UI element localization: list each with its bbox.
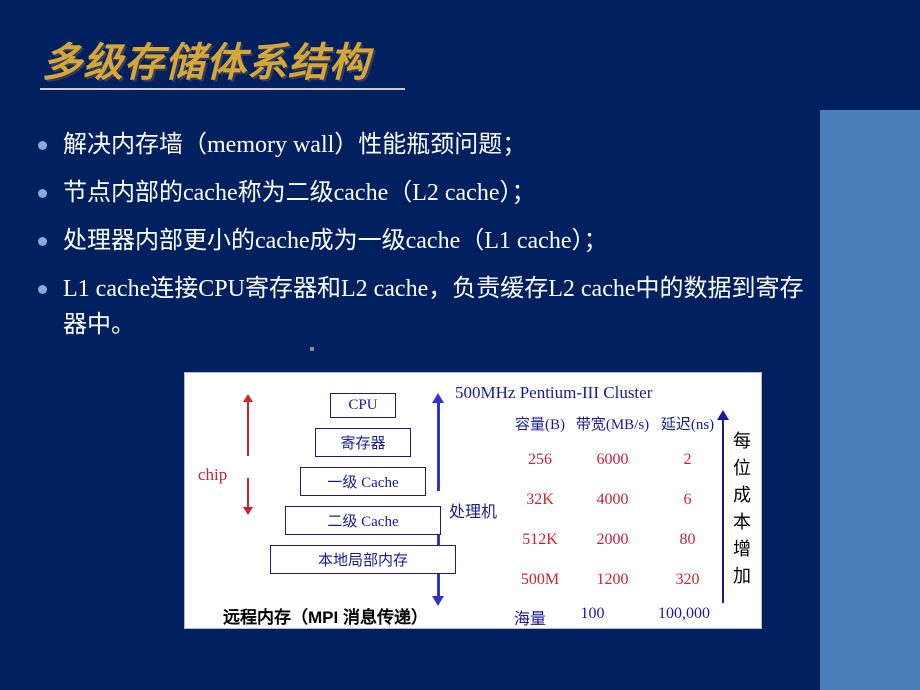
bullet-marker bbox=[38, 285, 47, 294]
red-arrow-down bbox=[247, 478, 249, 508]
data-row: 32K 4000 6 bbox=[505, 491, 725, 509]
cell-bandwidth: 1200 bbox=[575, 571, 650, 589]
decoration-dot bbox=[310, 347, 314, 351]
tier-register: 寄存器 bbox=[315, 428, 411, 457]
data-row: 256 6000 2 bbox=[505, 451, 725, 469]
pyramid: CPU 寄存器 一级 Cache 二级 Cache 本地局部内存 bbox=[263, 393, 463, 574]
tier-l1: 一级 Cache bbox=[300, 467, 426, 496]
cell-capacity: 512K bbox=[505, 531, 575, 549]
red-arrow-up bbox=[247, 401, 249, 456]
cell-capacity: 海量 bbox=[495, 605, 565, 629]
bottom-data-row: 海量 100 100,000 bbox=[495, 605, 710, 629]
title-underline bbox=[40, 88, 405, 90]
data-row: 512K 2000 80 bbox=[505, 531, 725, 549]
content-area: 解决内存墙（memory wall）性能瓶颈问题； 节点内部的cache称为二级… bbox=[38, 127, 823, 355]
cost-arrow bbox=[722, 418, 724, 603]
col-capacity: 容量(B) bbox=[505, 413, 575, 434]
diagram-title: 500MHz Pentium-III Cluster bbox=[455, 383, 652, 403]
bullet-item: 解决内存墙（memory wall）性能瓶颈问题； bbox=[38, 127, 823, 163]
bullet-marker bbox=[38, 189, 47, 198]
cell-latency: 100,000 bbox=[620, 605, 710, 629]
tier-l2: 二级 Cache bbox=[285, 506, 441, 535]
cell-latency: 80 bbox=[650, 531, 725, 549]
cell-capacity: 500M bbox=[505, 571, 575, 589]
sidebar-accent bbox=[820, 110, 920, 690]
cell-latency: 6 bbox=[650, 491, 725, 509]
bullet-text: L1 cache连接CPU寄存器和L2 cache，负责缓存L2 cache中的… bbox=[63, 271, 823, 343]
tier-local: 本地局部内存 bbox=[270, 545, 456, 574]
cell-latency: 2 bbox=[650, 451, 725, 469]
bullet-text: 解决内存墙（memory wall）性能瓶颈问题； bbox=[63, 127, 526, 163]
col-bandwidth: 带宽(MB/s) bbox=[575, 413, 650, 434]
cell-capacity: 32K bbox=[505, 491, 575, 509]
vertical-cost-label: 每位成本增加 bbox=[733, 428, 753, 590]
data-headers: 容量(B) 带宽(MB/s) 延迟(ns) bbox=[505, 413, 725, 434]
bullet-item: L1 cache连接CPU寄存器和L2 cache，负责缓存L2 cache中的… bbox=[38, 271, 823, 343]
bullet-marker bbox=[38, 237, 47, 246]
cell-bandwidth: 100 bbox=[565, 605, 620, 629]
col-latency: 延迟(ns) bbox=[650, 413, 725, 434]
slide-title: 多级存储体系结构 bbox=[42, 30, 370, 88]
cell-latency: 320 bbox=[650, 571, 725, 589]
bullet-item: 处理器内部更小的cache成为一级cache（L1 cache）； bbox=[38, 223, 823, 259]
cell-bandwidth: 4000 bbox=[575, 491, 650, 509]
bullet-marker bbox=[38, 141, 47, 150]
cell-bandwidth: 2000 bbox=[575, 531, 650, 549]
tier-remote: 远程内存（MPI 消息传递） bbox=[223, 603, 428, 628]
bullet-text: 节点内部的cache称为二级cache（L2 cache）； bbox=[63, 175, 536, 211]
chip-label: chip bbox=[198, 465, 227, 485]
tier-cpu: CPU bbox=[330, 393, 396, 418]
bullet-item: 节点内部的cache称为二级cache（L2 cache）； bbox=[38, 175, 823, 211]
bullet-text: 处理器内部更小的cache成为一级cache（L1 cache）； bbox=[63, 223, 608, 259]
data-row: 500M 1200 320 bbox=[505, 571, 725, 589]
cell-bandwidth: 6000 bbox=[575, 451, 650, 469]
memory-hierarchy-diagram: 500MHz Pentium-III Cluster chip 处理机 CPU … bbox=[184, 372, 762, 629]
cell-capacity: 256 bbox=[505, 451, 575, 469]
